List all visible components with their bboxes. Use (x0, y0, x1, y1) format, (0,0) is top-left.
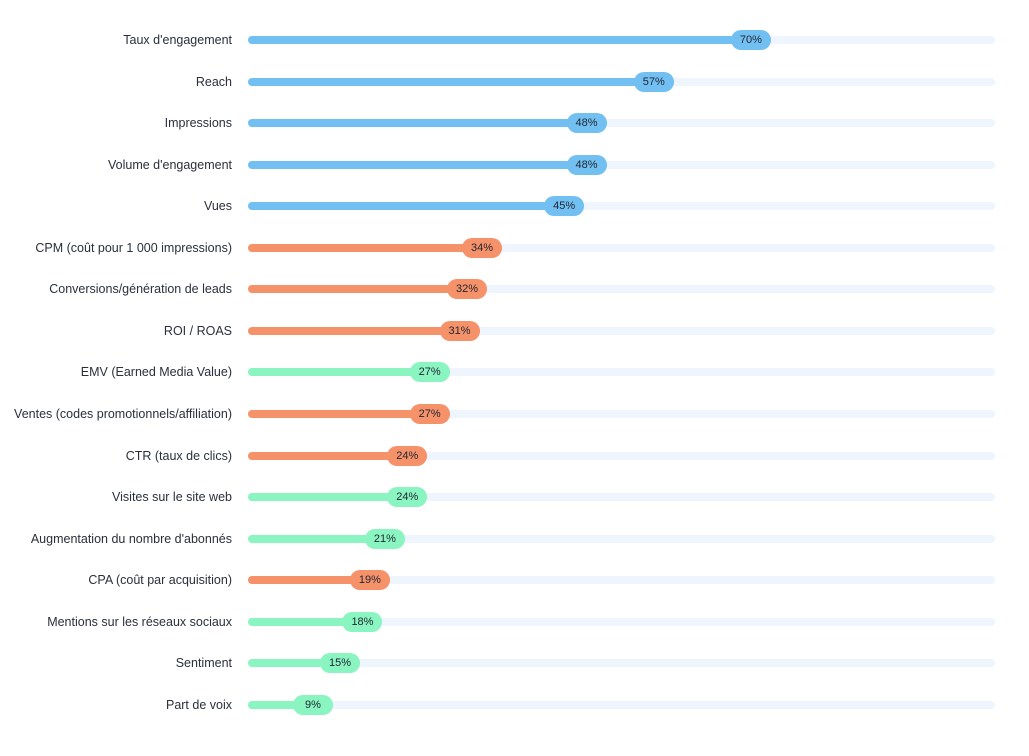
category-label: Sentiment (175, 656, 232, 671)
value-label: 9% (293, 694, 333, 715)
bar (248, 659, 361, 668)
bar-track (248, 368, 995, 377)
bar-track (248, 700, 995, 709)
value-label: 31% (439, 320, 480, 341)
category-label: Augmentation du nombre d'abonnés (30, 531, 232, 546)
category-label: CTR (taux de clics) (125, 448, 232, 463)
bar (248, 534, 405, 543)
category-label: Part de voix (165, 697, 232, 712)
value-label: 57% (633, 71, 674, 92)
category-label: Ventes (codes promotionnels/affiliation) (14, 406, 232, 421)
category-label: Reach (195, 74, 232, 89)
bar (248, 243, 502, 252)
value-label: 18% (342, 611, 383, 632)
bar (248, 617, 383, 626)
category-label: Volume d'engagement (107, 157, 232, 172)
value-label: 34% (461, 237, 502, 258)
value-label: 27% (409, 362, 450, 383)
bar-track (248, 493, 995, 502)
value-label: 24% (387, 487, 428, 508)
bar-track (248, 576, 995, 585)
bar-track (248, 659, 995, 668)
bar (248, 119, 607, 128)
bar (248, 285, 488, 294)
value-label: 70% (730, 30, 771, 50)
value-label: 24% (387, 445, 428, 466)
bar (248, 368, 450, 377)
value-label: 45% (544, 196, 585, 217)
bar (248, 576, 390, 585)
category-label: Taux d'engagement (123, 33, 232, 47)
value-label: 27% (409, 403, 450, 424)
bar-track (248, 160, 995, 169)
category-label: Visites sur le site web (112, 490, 232, 505)
bar (248, 77, 674, 86)
bar-track (248, 243, 995, 252)
bar-track (248, 617, 995, 626)
category-label: Impressions (164, 116, 232, 131)
bar-track (248, 534, 995, 543)
value-label: 21% (364, 528, 405, 549)
bar (248, 451, 428, 460)
value-label: 32% (447, 279, 488, 300)
bar-track (248, 285, 995, 294)
category-label: Mentions sur les réseaux sociaux (47, 614, 232, 629)
category-label: CPA (coût par acquisition) (88, 573, 232, 588)
bar-track (248, 451, 995, 460)
value-label: 48% (566, 154, 607, 175)
bar-track (248, 119, 995, 128)
bar-track (248, 202, 995, 211)
bar-track (248, 409, 995, 418)
value-label: 48% (566, 113, 607, 134)
bar (248, 409, 450, 418)
bar (248, 202, 585, 211)
bar (248, 493, 428, 502)
value-label: 15% (320, 653, 361, 674)
category-label: Conversions/génération de leads (49, 282, 232, 297)
category-label: ROI / ROAS (163, 323, 232, 338)
bar-track (248, 326, 995, 335)
category-label: Vues (203, 199, 232, 214)
category-label: EMV (Earned Media Value) (80, 365, 232, 380)
value-label: 19% (349, 570, 390, 591)
bar (248, 700, 333, 709)
bar (248, 160, 607, 169)
bar (248, 326, 480, 335)
bar (248, 36, 771, 44)
category-label: CPM (coût pour 1 000 impressions) (35, 240, 232, 255)
